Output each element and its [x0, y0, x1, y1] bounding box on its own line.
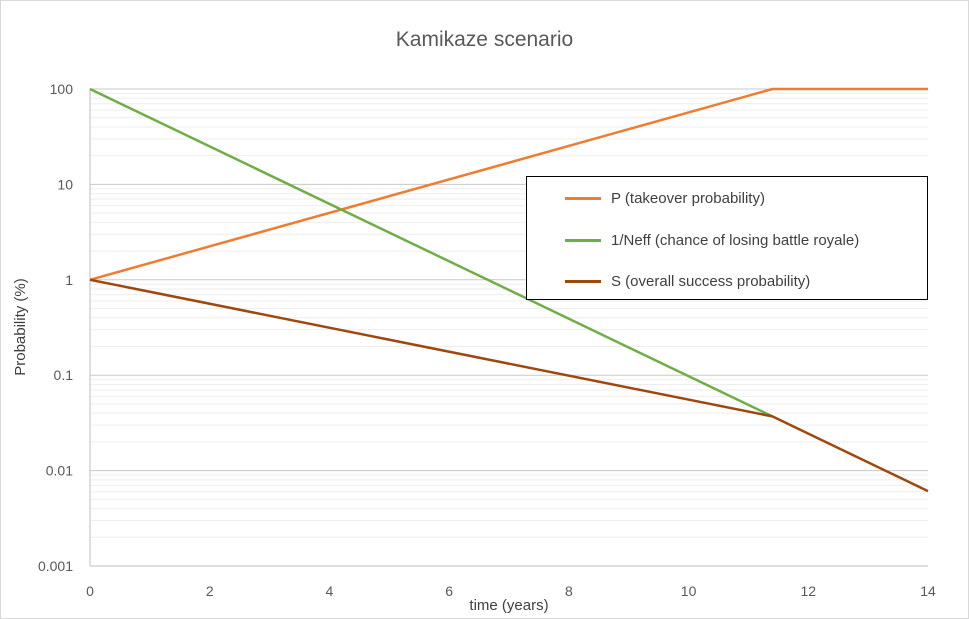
legend-label-neff: 1/Neff (chance of losing battle royale)	[611, 231, 860, 249]
major-gridlines	[90, 88, 928, 567]
x-tick-label: 2	[206, 583, 214, 599]
y-tick-labels: 100 10 1 0.1 0.01 0.001	[38, 81, 73, 574]
series-line-2	[89, 278, 929, 493]
legend-label-s: S (overall success probability)	[611, 272, 811, 290]
x-tick-labels: 0 2 4 6 8 10 12 14	[86, 583, 936, 599]
x-tick-label: 14	[920, 583, 936, 599]
chart-title: Kamikaze scenario	[395, 28, 574, 51]
legend-swatch-s	[565, 279, 601, 283]
series-lines	[89, 87, 929, 493]
x-tick-label: 0	[86, 583, 94, 599]
legend-item-p: P (takeover probability)	[527, 188, 765, 208]
legend-item-neff: 1/Neff (chance of losing battle royale)	[527, 230, 859, 250]
legend-swatch-neff	[565, 238, 601, 242]
legend-item-s: S (overall success probability)	[527, 271, 810, 291]
series-line-1	[89, 87, 773, 418]
x-tick-label: 12	[800, 583, 816, 599]
y-tick-label: 1	[65, 272, 73, 288]
x-axis-title: time (years)	[469, 597, 548, 614]
y-tick-label: 10	[57, 176, 73, 192]
legend: P (takeover probability) 1/Neff (chance …	[526, 176, 928, 300]
y-tick-label: 100	[50, 81, 74, 97]
x-tick-label: 10	[681, 583, 697, 599]
legend-swatch-p	[565, 196, 601, 200]
x-tick-label: 8	[565, 583, 573, 599]
y-tick-label: 0.001	[38, 558, 73, 574]
x-tick-label: 4	[326, 583, 334, 599]
x-tick-label: 6	[445, 583, 453, 599]
y-tick-label: 0.01	[46, 463, 73, 479]
series-line-0	[89, 87, 928, 282]
y-tick-label: 0.1	[54, 367, 74, 383]
legend-label-p: P (takeover probability)	[611, 189, 765, 207]
y-axis-title: Probability (%)	[12, 278, 29, 376]
